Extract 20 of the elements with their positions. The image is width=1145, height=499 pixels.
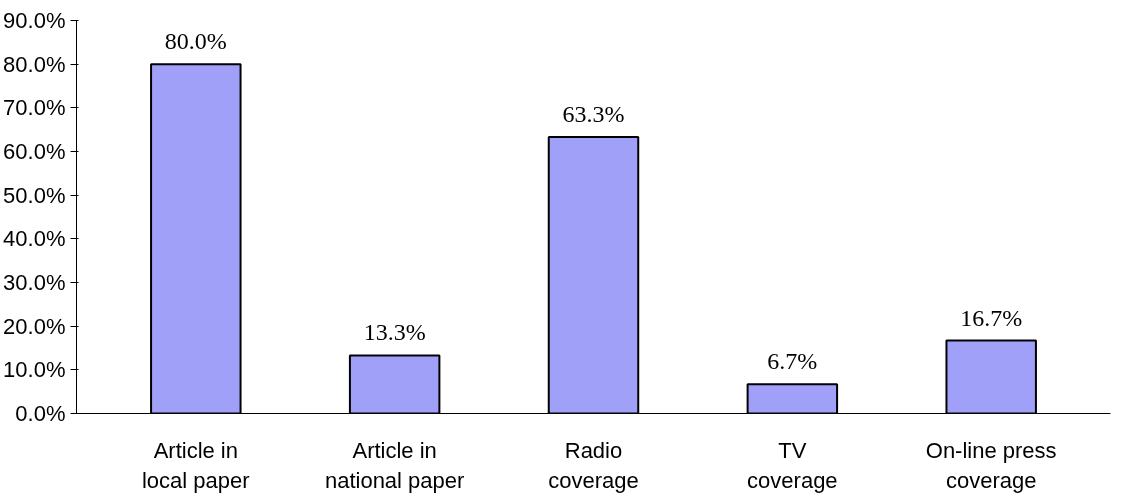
x-tick-label: Radio coverage (548, 437, 639, 493)
y-tick-label: 60.0% (3, 139, 66, 164)
y-tick-label: 40.0% (3, 226, 66, 252)
data-label: 6.7% (767, 348, 818, 375)
y-tick-label: 50.0% (3, 182, 66, 208)
y-tick-label: 10.0% (3, 357, 66, 383)
x-tick-label: TV coverage (747, 437, 838, 493)
data-label: 16.7% (960, 304, 1023, 331)
y-tick-label: 80.0% (3, 51, 66, 77)
data-label: 13.3% (363, 319, 426, 346)
x-tick-label: On-line press coverage (925, 437, 1057, 493)
x-tick-label: Article in local paper (141, 437, 250, 493)
y-tick-label: 90.0% (3, 8, 66, 33)
y-tick-label: 0.0% (15, 401, 66, 426)
y-tick-label: 70.0% (3, 95, 66, 121)
x-tick-label: Article in national paper (324, 437, 465, 493)
y-tick-label: 30.0% (3, 270, 66, 295)
data-label: 80.0% (164, 28, 227, 55)
data-label: 63.3% (562, 101, 625, 128)
y-tick-label: 20.0% (3, 313, 66, 339)
